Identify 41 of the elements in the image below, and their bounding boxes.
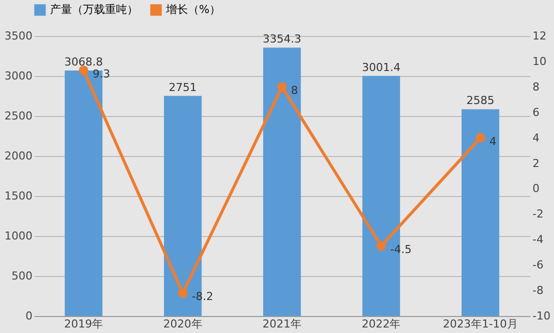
point (277, 82, 287, 92)
y2-tick-label: -10 (532, 310, 550, 322)
x-tick-label: 2019年 (64, 318, 104, 330)
data-label: 2751 (168, 80, 197, 94)
x-tick-label: 2023年1-10月 (442, 318, 518, 330)
y-tick-label: 3000 (4, 70, 32, 82)
x-tick-label: 2021年 (262, 318, 302, 330)
bar (462, 109, 500, 316)
y2-tick-label: 0 (532, 182, 540, 196)
y-tick-label: 2500 (4, 110, 32, 122)
y2-tick-label: -6 (532, 258, 544, 272)
point (78, 66, 88, 76)
y-tick-label: 0 (26, 310, 32, 322)
point (178, 288, 188, 298)
y2-tick-label: 2 (532, 156, 540, 170)
y2-tick-label: 12 (532, 30, 546, 42)
data-label: 2585 (466, 94, 494, 108)
y-tick-label: 1000 (4, 230, 32, 242)
y2-tick-label: -4 (532, 233, 544, 246)
point (376, 241, 386, 251)
data-label: 8 (291, 84, 298, 97)
point (476, 133, 486, 143)
y-tick-label: 3500 (4, 30, 32, 42)
y2-tick-label: 4 (532, 131, 540, 144)
y-tick-label: 500 (12, 270, 32, 282)
y2-tick-label: -2 (532, 208, 544, 221)
y2-tick-label: -8 (532, 284, 544, 298)
data-label: 3354.3 (262, 32, 302, 46)
data-label: 3068.8 (64, 55, 103, 68)
y2-tick-label: 8 (532, 80, 540, 94)
bar (263, 48, 301, 316)
data-label: 4 (489, 134, 496, 148)
legend-label: 增长（%） (165, 3, 220, 16)
y2-tick-label: 6 (532, 106, 540, 119)
x-tick-label: 2020年 (163, 318, 202, 330)
data-label: 3001.4 (362, 60, 400, 74)
legend-label: 产量（万载重吨） (50, 3, 138, 16)
y2-tick-label: 10 (532, 54, 546, 68)
y-tick-label: 1500 (4, 190, 32, 202)
y-tick-label: 2000 (4, 150, 32, 162)
x-tick-label: 2022年 (362, 318, 401, 330)
